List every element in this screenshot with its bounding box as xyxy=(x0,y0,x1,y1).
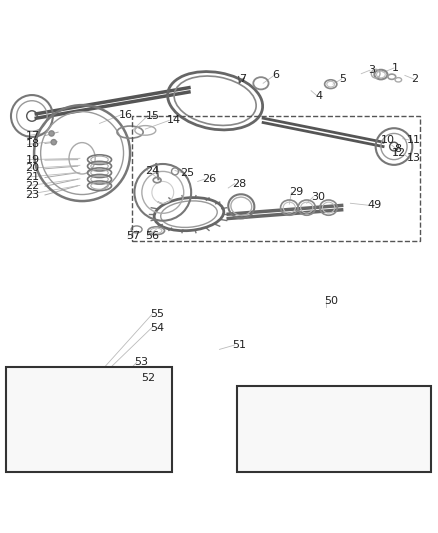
Text: 22: 22 xyxy=(25,181,39,191)
Text: 51: 51 xyxy=(232,340,246,350)
Text: 56: 56 xyxy=(145,231,159,241)
Text: 49: 49 xyxy=(367,200,381,211)
Text: 26: 26 xyxy=(201,174,215,184)
Text: 3: 3 xyxy=(367,65,374,75)
Text: 18: 18 xyxy=(25,139,39,149)
Text: 55: 55 xyxy=(149,310,163,319)
Text: 14: 14 xyxy=(167,115,181,125)
Circle shape xyxy=(49,131,54,136)
Text: 7: 7 xyxy=(239,74,246,84)
Text: 6: 6 xyxy=(271,70,278,79)
Text: 16: 16 xyxy=(119,110,133,120)
Text: 29: 29 xyxy=(289,187,303,197)
Text: 11: 11 xyxy=(406,135,420,145)
Text: 30: 30 xyxy=(311,192,325,201)
Text: 13: 13 xyxy=(406,154,420,163)
Text: 19: 19 xyxy=(25,155,39,165)
Text: 17: 17 xyxy=(25,131,39,141)
Bar xyxy=(6,367,171,472)
Text: 23: 23 xyxy=(25,190,39,199)
Text: 54: 54 xyxy=(149,322,163,333)
Text: 1: 1 xyxy=(391,63,398,73)
Text: 50: 50 xyxy=(323,296,337,306)
Text: 52: 52 xyxy=(141,373,155,383)
Text: 10: 10 xyxy=(380,135,394,145)
Circle shape xyxy=(51,140,56,145)
Text: 20: 20 xyxy=(25,163,39,173)
Text: 4: 4 xyxy=(315,91,322,101)
Text: 5: 5 xyxy=(339,74,346,84)
Text: 53: 53 xyxy=(134,358,148,367)
Circle shape xyxy=(252,398,255,401)
Bar xyxy=(132,116,419,241)
Text: 21: 21 xyxy=(25,172,39,182)
Text: 15: 15 xyxy=(145,111,159,121)
Text: 25: 25 xyxy=(180,168,194,177)
Text: 8: 8 xyxy=(393,144,400,154)
Bar xyxy=(237,386,430,472)
Text: 28: 28 xyxy=(232,179,246,189)
Text: 24: 24 xyxy=(145,166,159,175)
Text: 57: 57 xyxy=(125,231,140,241)
Text: 2: 2 xyxy=(410,74,417,84)
Text: 12: 12 xyxy=(391,148,405,158)
